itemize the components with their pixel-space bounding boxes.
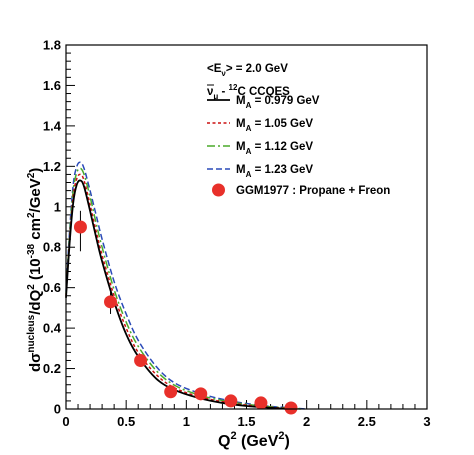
y-tick-label: 0.8	[43, 240, 61, 255]
y-tick-label: 0.2	[43, 361, 61, 376]
legend-label: MA = 0.979 GeV	[236, 95, 320, 110]
data-point	[284, 401, 298, 415]
x-tick-labels: 0 0.5 1 1.5 2 2.5 3	[62, 414, 430, 429]
axis-ticks	[65, 44, 428, 410]
data-points	[73, 210, 298, 415]
data-point	[73, 220, 87, 234]
model-curves	[65, 161, 307, 410]
data-point	[104, 295, 118, 309]
series-line	[65, 161, 307, 410]
legend-label: MA = 1.05 GeV	[236, 118, 313, 133]
data-point	[254, 396, 268, 410]
x-tick-label: 2	[303, 414, 310, 429]
legend-label: MA = 1.23 GeV	[236, 164, 313, 179]
legend-label: MA = 1.12 GeV	[236, 141, 313, 156]
legend-label: GGM1977 : Propane + Freon	[236, 185, 390, 197]
y-tick-label: 1	[54, 199, 61, 214]
x-tick-label: 0	[62, 414, 69, 429]
y-tick-label: 1.6	[43, 78, 61, 93]
data-point	[164, 385, 178, 399]
legend: MA = 0.979 GeV MA = 1.05 GeV MA = 1.12 GeV…	[207, 95, 390, 197]
y-tick-label: 1.2	[43, 159, 61, 174]
data-point	[194, 387, 208, 401]
y-tick-label: 0.6	[43, 280, 61, 295]
x-axis-title: Q2 (GeV2)	[218, 430, 290, 450]
series-line	[65, 179, 289, 410]
series-line	[65, 173, 295, 410]
legend-marker	[212, 183, 225, 197]
x-tick-label: 1.5	[237, 414, 255, 429]
y-tick-label: 1.4	[43, 118, 62, 133]
y-tick-label: 1.8	[43, 38, 61, 53]
y-axis-title: dσnucleus/dQ2 (10-38 cm2/GeV2)	[26, 168, 44, 372]
x-tick-label: 1	[183, 414, 190, 429]
x-tick-label: 0.5	[117, 414, 135, 429]
y-tick-labels: 0 0.2 0.4 0.6 0.8 1 1.2 1.4 1.6 1.8	[43, 38, 62, 417]
y-tick-label: 0	[54, 402, 61, 417]
data-point	[224, 394, 238, 408]
x-tick-label: 3	[423, 414, 430, 429]
y-tick-label: 0.4	[43, 321, 62, 336]
plot-frame	[65, 44, 428, 410]
energy-annotation: <Eν> = 2.0 GeV	[207, 63, 288, 78]
series-line	[65, 167, 301, 410]
data-point	[134, 353, 148, 367]
process-annotation: νμ - 12C CCQES	[207, 83, 290, 101]
x-tick-label: 2.5	[358, 414, 376, 429]
